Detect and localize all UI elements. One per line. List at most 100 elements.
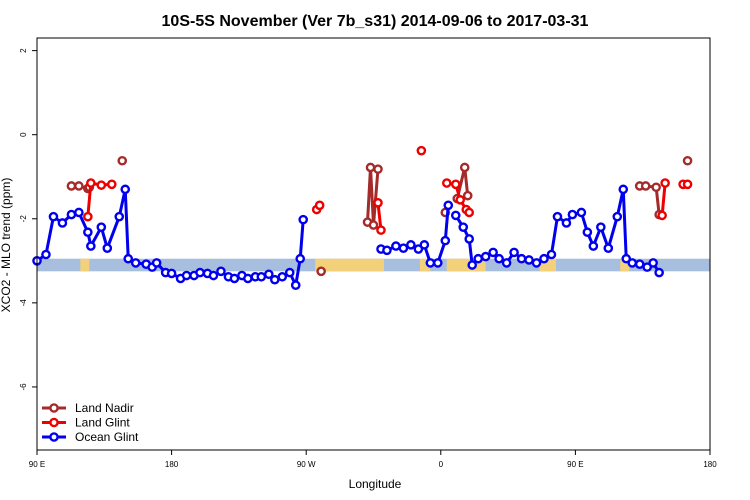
x-tick-label: 90 E <box>567 460 583 469</box>
x-tick-label: 0 <box>439 460 444 469</box>
data-point <box>682 155 693 166</box>
data-point <box>373 197 383 208</box>
data-point <box>416 145 427 156</box>
series-line <box>380 205 450 265</box>
data-point <box>450 210 461 221</box>
data-point <box>243 273 253 284</box>
data-point <box>516 253 527 264</box>
data-point <box>284 267 295 278</box>
data-point <box>458 222 469 232</box>
x-tick-label: 90 E <box>29 460 45 469</box>
y-tick-label: -4 <box>19 299 28 307</box>
data-point <box>295 253 306 264</box>
data-point <box>443 200 454 211</box>
data-point <box>501 258 512 268</box>
data-point <box>102 243 113 254</box>
data-point <box>391 241 401 251</box>
data-point <box>634 259 645 269</box>
data-point <box>96 222 107 232</box>
data-point <box>509 247 519 258</box>
data-point <box>561 218 572 228</box>
series-line <box>86 181 112 217</box>
data-point <box>440 235 451 246</box>
data-point <box>618 184 629 195</box>
data-point <box>582 227 593 238</box>
data-point <box>314 200 325 211</box>
data-point <box>488 247 498 258</box>
data-point <box>462 190 473 201</box>
data-point <box>612 211 623 222</box>
data-point <box>57 218 68 228</box>
data-point <box>657 210 667 221</box>
data-point <box>640 181 651 191</box>
data-point <box>382 245 392 256</box>
data-point <box>473 253 483 264</box>
series-group <box>32 184 664 291</box>
series-layer <box>32 145 693 291</box>
data-point <box>433 258 443 268</box>
data-point <box>596 222 606 232</box>
y-axis-title: XCO2 - MLO trend (ppm) <box>0 178 13 313</box>
data-point <box>298 214 309 225</box>
x-tick-label: 180 <box>165 460 179 469</box>
data-point <box>117 155 128 166</box>
x-tick-label: 180 <box>703 460 717 469</box>
data-point <box>539 253 549 264</box>
data-point <box>277 271 288 282</box>
data-point <box>425 258 436 268</box>
data-point <box>130 258 141 268</box>
legend-item: Ocean Glint <box>42 430 139 444</box>
data-point <box>459 162 470 173</box>
data-point <box>682 179 693 190</box>
data-point <box>419 240 430 250</box>
data-point <box>208 270 219 281</box>
data-point <box>48 211 59 222</box>
data-point <box>651 182 661 193</box>
data-point <box>480 251 491 262</box>
data-point <box>166 268 177 279</box>
legend-marker <box>49 432 59 442</box>
data-point <box>464 207 475 218</box>
series-group <box>83 145 693 235</box>
legend-item: Land Glint <box>42 416 130 430</box>
data-point <box>269 274 280 285</box>
data-point <box>648 258 658 268</box>
data-point <box>74 181 84 191</box>
data-point <box>376 225 386 235</box>
y-axis: 2 0 -2 -4 -6 <box>19 48 37 391</box>
x-tick-label: 90 W <box>297 460 316 469</box>
data-point <box>576 207 587 218</box>
data-point <box>660 178 670 188</box>
data-point <box>464 234 475 244</box>
data-point <box>86 241 96 251</box>
data-point <box>229 273 240 284</box>
data-point <box>413 244 424 254</box>
chart-title: 10S-5S November (Ver 7b_s31) 2014-09-06 … <box>162 13 589 30</box>
data-point <box>120 184 131 195</box>
data-point <box>441 178 452 188</box>
data-point <box>264 269 274 280</box>
data-point <box>642 262 652 272</box>
plot-frame <box>36 37 711 451</box>
legend-label: Land Glint <box>75 416 130 430</box>
data-point <box>398 243 409 254</box>
data-point <box>621 253 632 264</box>
data-point <box>83 211 93 222</box>
land-band-segment <box>620 258 630 272</box>
data-point <box>654 267 664 278</box>
legend-label: Land Nadir <box>75 401 134 415</box>
legend-item: Land Nadir <box>42 401 134 415</box>
land-band-segment <box>80 258 90 272</box>
y-tick-label: 2 <box>19 48 28 53</box>
data-point <box>603 243 614 254</box>
data-point <box>546 249 557 260</box>
data-point <box>455 195 466 205</box>
y-tick-label: -6 <box>19 383 28 391</box>
data-point <box>494 253 504 264</box>
y-tick-label: 0 <box>19 132 28 137</box>
data-point <box>151 258 162 268</box>
data-point <box>567 209 578 220</box>
y-tick-label: -2 <box>19 215 28 223</box>
land-band-segment <box>315 258 384 272</box>
